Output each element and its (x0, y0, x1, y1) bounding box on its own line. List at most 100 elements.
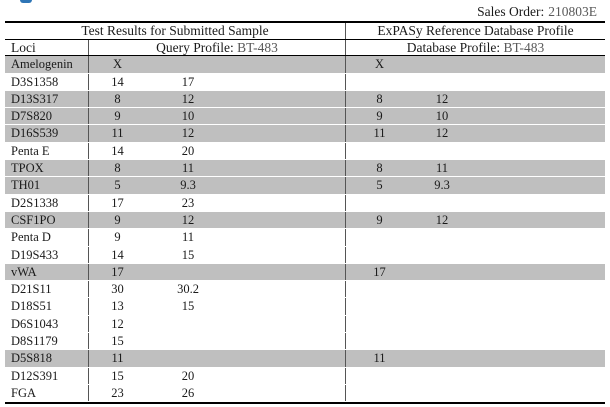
locus-name: D12S391 (11, 368, 59, 383)
query-allele-2: 11 (181, 161, 195, 176)
spacer (146, 368, 159, 384)
database-section-filler (471, 195, 605, 211)
query-allele-2: 17 (181, 74, 195, 89)
table-row: TH01 5 9.3 5 9.3 (5, 177, 605, 195)
table-row: D13S317 8 12 8 12 (5, 90, 605, 109)
database-allele-2: 12 (435, 91, 449, 106)
table-row: CSF1PO 9 12 9 12 (5, 211, 605, 230)
query-section-filler (217, 298, 345, 314)
database-section-filler (471, 264, 605, 280)
database-section-filler (471, 298, 605, 314)
query-allele-1: 15 (88, 333, 146, 350)
query-section-filler (217, 316, 345, 332)
query-section-filler (217, 160, 345, 176)
query-allele-2: 15 (181, 247, 195, 262)
locus-name: TPOX (11, 161, 44, 176)
database-allele-2 (413, 281, 471, 297)
table-row: D2S1338 17 23 (5, 194, 605, 212)
locus-name: D5S818 (11, 351, 52, 366)
group-header-row: Test Results for Submitted Sample ExPASy… (5, 23, 605, 40)
query-section-filler (217, 229, 345, 245)
table-row: D19S433 14 15 (5, 246, 605, 264)
database-allele-2: 10 (435, 109, 449, 124)
query-allele-1: 9 (88, 211, 146, 229)
query-allele-1: 14 (88, 246, 146, 263)
database-allele-2 (413, 74, 471, 90)
query-allele-2 (159, 56, 217, 72)
spacer (146, 74, 159, 90)
database-section-filler (471, 350, 605, 366)
query-section-filler (217, 143, 345, 159)
database-allele-1: 8 (345, 160, 413, 177)
locus-name: TH01 (11, 178, 41, 193)
database-allele-1: 17 (345, 263, 413, 281)
database-allele-2: 9.3 (434, 178, 450, 193)
database-allele-1 (345, 229, 413, 246)
query-allele-1: 11 (88, 125, 146, 142)
locus-name: Amelogenin (11, 57, 73, 72)
query-allele-2: 12 (181, 91, 195, 106)
database-section-filler (471, 160, 605, 176)
query-section-filler (217, 91, 345, 107)
column-header-loci: Loci (11, 39, 36, 55)
query-allele-1: 9 (88, 108, 146, 125)
database-section-filler (471, 281, 605, 297)
query-allele-1: X (88, 56, 146, 73)
database-allele-2: 12 (435, 212, 449, 227)
spacer (146, 385, 159, 401)
query-allele-2: 30.2 (177, 282, 199, 297)
database-allele-1 (345, 142, 413, 160)
locus-name: D6S1043 (11, 316, 59, 331)
database-allele-1: 8 (345, 90, 413, 108)
query-allele-2 (159, 316, 217, 332)
database-section-filler (471, 385, 605, 401)
query-allele-1: 5 (88, 177, 146, 194)
locus-name: D21S11 (11, 282, 52, 297)
database-allele-1: 9 (345, 211, 413, 229)
table-row: Penta E 14 20 (5, 142, 605, 161)
database-section-filler (471, 247, 605, 263)
database-section-filler (471, 229, 605, 245)
query-section-filler (217, 264, 345, 280)
spacer (146, 177, 159, 193)
database-allele-1: 9 (345, 108, 413, 125)
query-section-filler (217, 281, 345, 297)
query-allele-1: 14 (88, 142, 146, 160)
spacer (146, 264, 159, 280)
query-allele-2: 12 (181, 126, 195, 141)
database-allele-2 (413, 195, 471, 211)
locus-name: D7S820 (11, 109, 52, 124)
spacer (146, 125, 159, 141)
column-header-row: Loci Query Profile: BT-483 Database Prof… (5, 39, 605, 57)
spacer (146, 333, 159, 349)
table-row: D12S391 15 20 (5, 367, 605, 385)
locus-name: D18S51 (11, 299, 52, 314)
query-section-filler (217, 74, 345, 90)
query-allele-1: 8 (88, 160, 146, 177)
database-profile-value: BT-483 (503, 39, 545, 55)
query-allele-2 (159, 264, 217, 280)
table-row: FGA 23 26 (5, 384, 605, 403)
locus-name: D8S1179 (11, 334, 58, 349)
group-header-reference-database: ExPASy Reference Database Profile (345, 23, 605, 39)
query-section-filler (217, 108, 345, 124)
spacer (146, 195, 159, 211)
query-allele-1: 12 (88, 315, 146, 333)
query-allele-2: 15 (181, 299, 195, 314)
query-section-filler (217, 125, 345, 141)
query-allele-2: 11 (181, 230, 195, 245)
database-allele-2 (413, 316, 471, 332)
spacer (146, 350, 159, 366)
locus-name: D19S433 (11, 247, 59, 262)
database-allele-2 (413, 333, 471, 349)
database-section-filler (471, 56, 605, 72)
query-section-filler (217, 195, 345, 211)
database-allele-2 (413, 385, 471, 401)
database-allele-1 (345, 333, 413, 350)
str-profile-table: Test Results for Submitted Sample ExPASy… (5, 21, 605, 405)
locus-name: FGA (11, 385, 37, 400)
table-row: D18S51 13 15 (5, 298, 605, 316)
query-profile-value: BT-483 (237, 39, 278, 55)
database-section-filler (471, 91, 605, 107)
query-allele-2: 26 (181, 385, 195, 400)
